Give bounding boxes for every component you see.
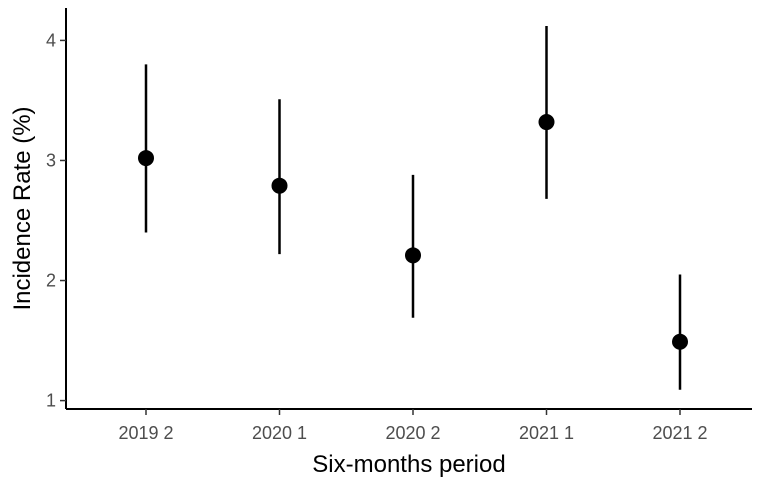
x-axis-ticks: 2019 2 2020 1 2020 2 2021 1 2021 2 — [118, 409, 708, 443]
data-point — [138, 150, 154, 167]
data-points — [138, 114, 688, 350]
x-tick-label: 2020 2 — [385, 423, 440, 443]
data-point — [271, 177, 288, 194]
x-tick-label: 2020 1 — [252, 423, 307, 443]
x-tick-label: 2019 2 — [118, 423, 173, 443]
data-point — [405, 247, 421, 264]
y-tick-label: 1 — [46, 391, 56, 411]
x-axis-title: Six-months period — [312, 451, 505, 478]
y-axis-ticks: 1 2 3 4 — [46, 30, 66, 411]
y-tick-label: 3 — [46, 150, 56, 170]
data-point — [672, 333, 688, 350]
y-axis-title: Incidence Rate (%) — [9, 106, 36, 310]
x-tick-label: 2021 2 — [652, 423, 707, 443]
x-tick-label: 2021 1 — [519, 423, 574, 443]
y-tick-label: 4 — [46, 30, 56, 50]
data-point — [538, 114, 555, 131]
y-tick-label: 2 — [46, 271, 56, 291]
error-bars — [144, 26, 682, 390]
